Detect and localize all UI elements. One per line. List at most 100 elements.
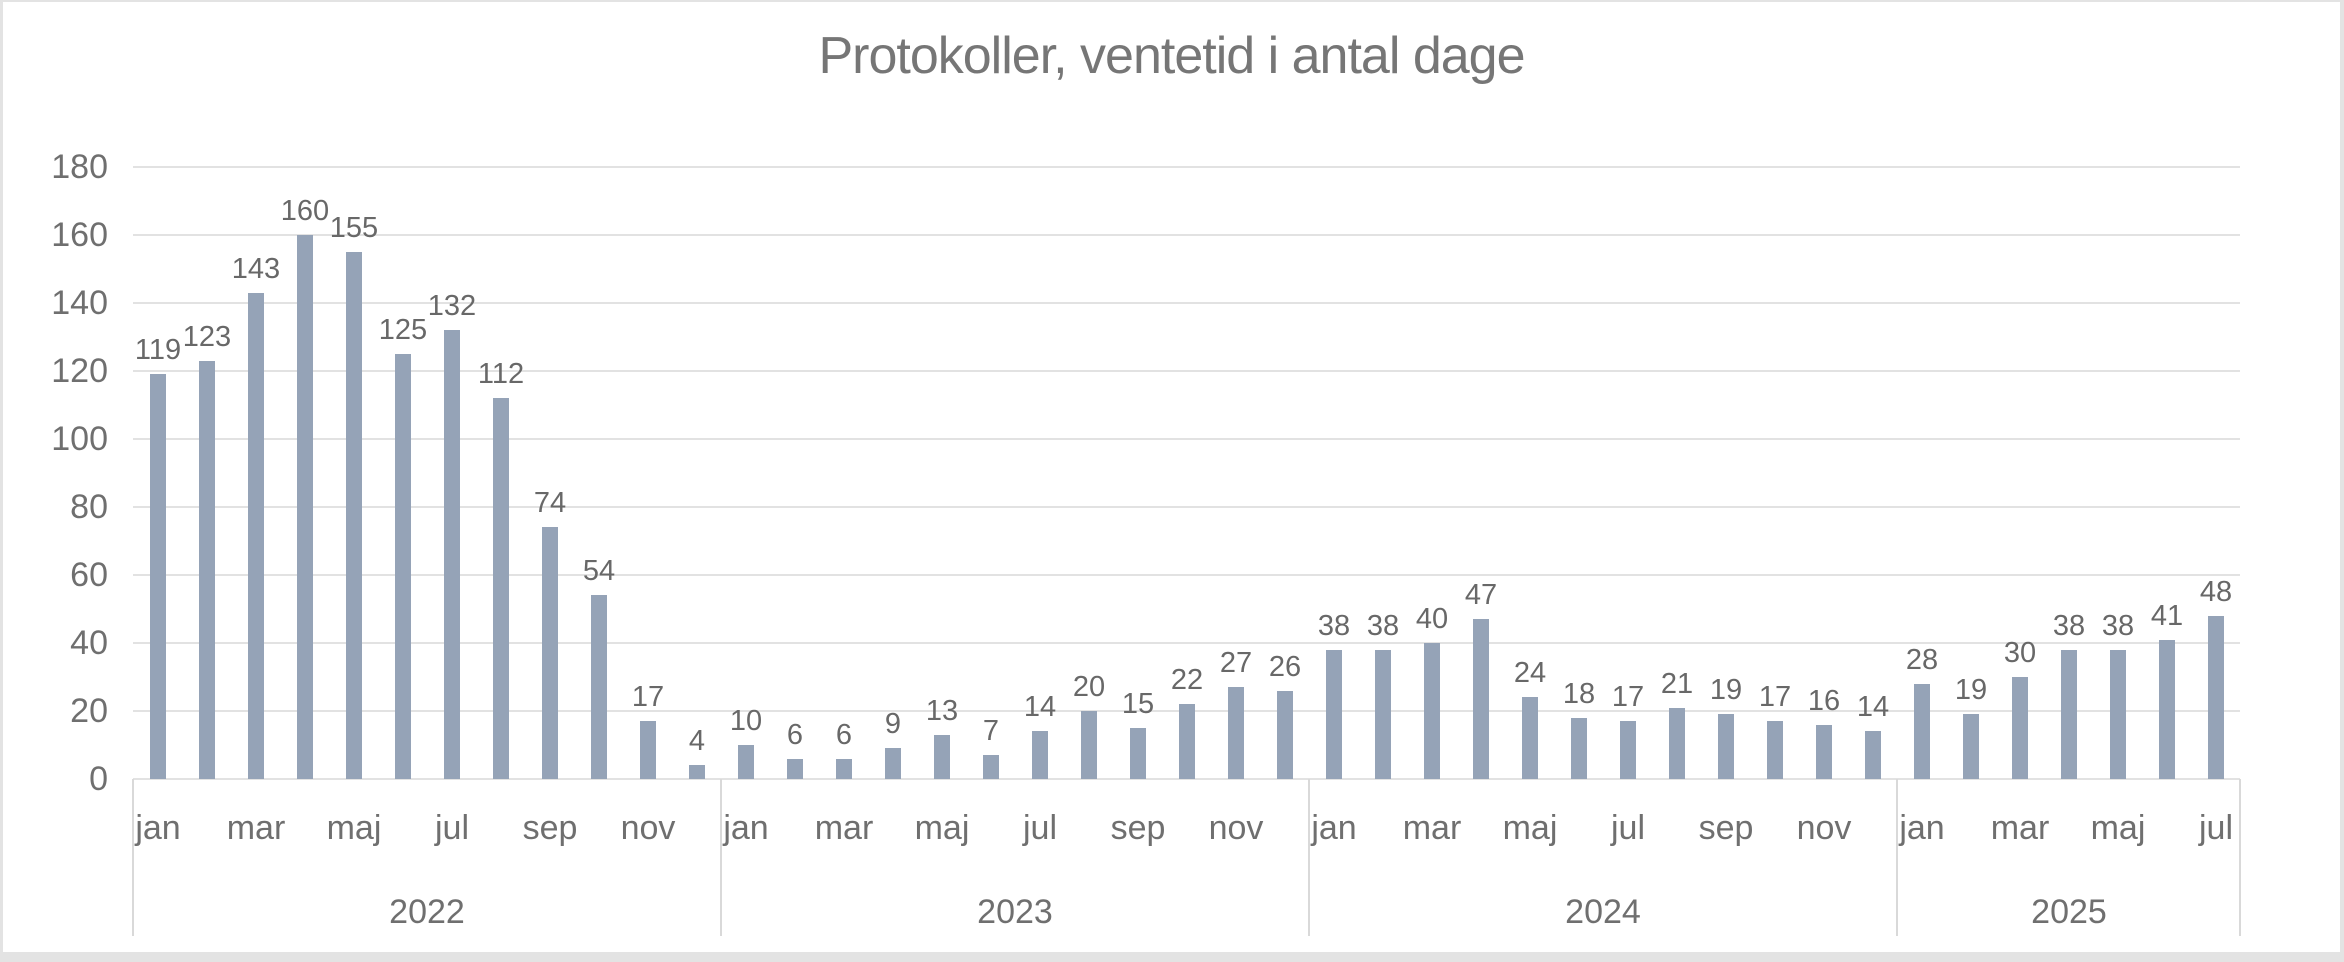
- bar-value-label: 125: [378, 314, 428, 346]
- y-gridline: [133, 574, 2240, 576]
- bar-value-label: 17: [631, 681, 665, 713]
- month-tick-label: jan: [723, 809, 769, 847]
- bar-value-label: 15: [1121, 688, 1155, 720]
- bar: [689, 765, 705, 779]
- bar: [2110, 650, 2126, 779]
- bar: [199, 361, 215, 779]
- bar-value-label: 18: [1562, 678, 1596, 710]
- bar-value-label: 38: [2052, 610, 2086, 642]
- bar: [1424, 643, 1440, 779]
- y-axis-tick-label: 20: [70, 692, 108, 730]
- month-tick-label: mar: [226, 809, 286, 847]
- y-axis-tick-label: 0: [89, 760, 108, 798]
- year-separator-line: [1896, 779, 1898, 936]
- bar: [150, 374, 166, 779]
- bar-value-label: 48: [2199, 576, 2233, 608]
- month-tick-label: jul: [1022, 809, 1058, 847]
- bar: [1277, 691, 1293, 779]
- bar-value-label: 19: [1709, 674, 1743, 706]
- bar: [1914, 684, 1930, 779]
- bar: [1081, 711, 1097, 779]
- bar-value-label: 30: [2003, 637, 2037, 669]
- bar: [836, 759, 852, 779]
- bar: [1130, 728, 1146, 779]
- bar-value-label: 6: [786, 719, 804, 751]
- bar-value-label: 47: [1464, 579, 1498, 611]
- bar-value-label: 74: [533, 487, 567, 519]
- bar: [2012, 677, 2028, 779]
- bar: [1571, 718, 1587, 779]
- month-tick-label: maj: [1502, 809, 1558, 847]
- month-tick-label: jan: [1899, 809, 1945, 847]
- bar: [1375, 650, 1391, 779]
- bar: [493, 398, 509, 779]
- month-tick-label: jul: [434, 809, 470, 847]
- bar: [297, 235, 313, 779]
- bar-value-label: 17: [1758, 681, 1792, 713]
- y-axis-tick-label: 100: [51, 420, 108, 458]
- bar: [1032, 731, 1048, 779]
- year-separator-line: [2239, 779, 2241, 936]
- month-tick-label: sep: [522, 809, 578, 847]
- month-tick-label: jan: [135, 809, 181, 847]
- bar: [885, 748, 901, 779]
- year-separator-line: [720, 779, 722, 936]
- bar: [1718, 714, 1734, 779]
- bar-value-label: 16: [1807, 685, 1841, 717]
- bar: [542, 527, 558, 779]
- bar: [1767, 721, 1783, 779]
- month-tick-label: nov: [620, 809, 676, 847]
- bar: [1963, 714, 1979, 779]
- bar-value-label: 28: [1905, 644, 1939, 676]
- bar: [738, 745, 754, 779]
- y-gridline: [133, 438, 2240, 440]
- y-axis-tick-label: 40: [70, 624, 108, 662]
- y-gridline: [133, 166, 2240, 168]
- bar: [346, 252, 362, 779]
- bar-value-label: 132: [427, 290, 477, 322]
- month-tick-label: mar: [1990, 809, 2050, 847]
- bar-value-label: 24: [1513, 657, 1547, 689]
- bar-value-label: 38: [2101, 610, 2135, 642]
- y-axis-tick-label: 180: [51, 148, 108, 186]
- bar-value-label: 10: [729, 705, 763, 737]
- bar: [395, 354, 411, 779]
- year-separator-line: [132, 779, 134, 936]
- bar-value-label: 38: [1317, 610, 1351, 642]
- month-tick-label: jul: [2198, 809, 2234, 847]
- bar: [1522, 697, 1538, 779]
- month-tick-label: jul: [1610, 809, 1646, 847]
- bar-value-label: 14: [1856, 691, 1890, 723]
- year-separator-line: [1308, 779, 1310, 936]
- month-tick-label: maj: [914, 809, 970, 847]
- month-tick-label: maj: [2090, 809, 2146, 847]
- bar-value-label: 22: [1170, 664, 1204, 696]
- bar-value-label: 155: [329, 212, 379, 244]
- chart-title: Protokoller, ventetid i antal dage: [818, 27, 1525, 85]
- bar: [1620, 721, 1636, 779]
- bar-value-label: 112: [477, 358, 525, 390]
- month-tick-label: mar: [814, 809, 874, 847]
- y-gridline: [133, 234, 2240, 236]
- bar: [1816, 725, 1832, 779]
- y-axis-tick-label: 80: [70, 488, 108, 526]
- bar: [1473, 619, 1489, 779]
- bar-value-label: 17: [1611, 681, 1645, 713]
- bar-value-label: 27: [1219, 647, 1253, 679]
- y-axis-tick-label: 140: [51, 284, 108, 322]
- bar-value-label: 143: [231, 253, 281, 285]
- bar-value-label: 4: [688, 725, 706, 757]
- bar: [1326, 650, 1342, 779]
- bar: [444, 330, 460, 779]
- y-gridline: [133, 778, 2240, 780]
- bar: [248, 293, 264, 779]
- bar-value-label: 123: [182, 321, 232, 353]
- bar: [1179, 704, 1195, 779]
- y-gridline: [133, 370, 2240, 372]
- year-label: 2022: [389, 893, 465, 931]
- y-gridline: [133, 642, 2240, 644]
- bar-value-label: 13: [925, 695, 959, 727]
- bar: [787, 759, 803, 779]
- bar: [2208, 616, 2224, 779]
